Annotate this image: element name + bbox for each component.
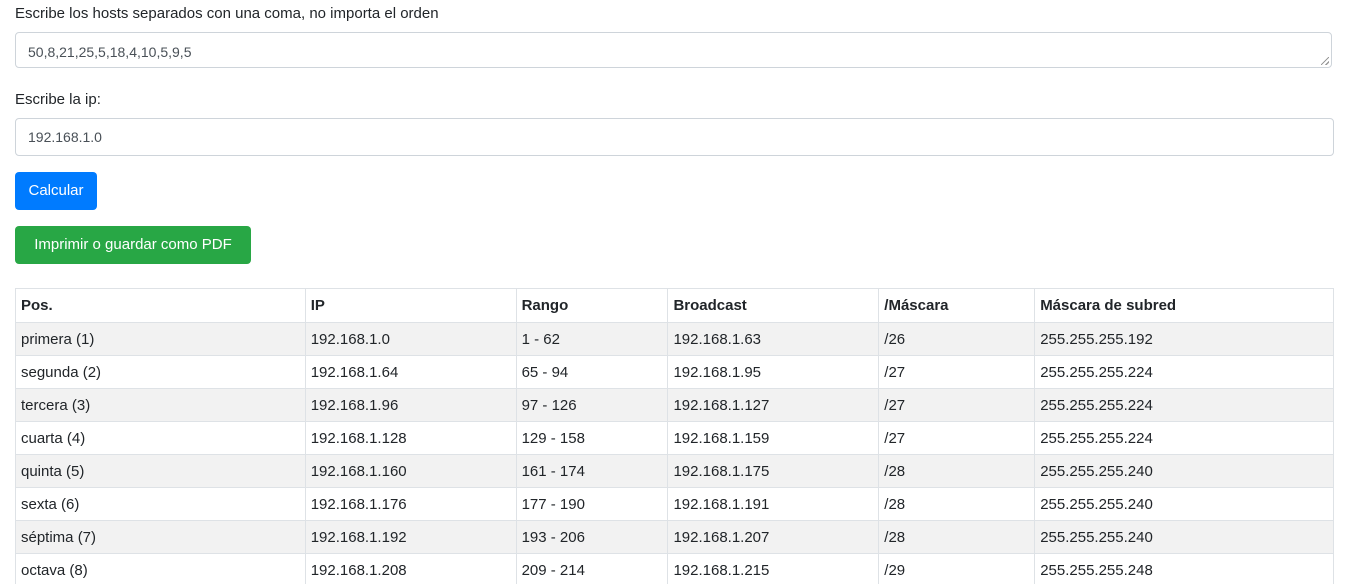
cell-range: 161 - 174 [515,454,669,488]
resize-grip-icon[interactable] [1321,57,1329,65]
cell-range: 193 - 206 [515,520,669,554]
cell-subnet-mask: 255.255.255.224 [1034,388,1334,422]
table-row: quinta (5) 192.168.1.160 161 - 174 192.1… [15,454,1334,488]
cell-pos: quinta (5) [15,454,306,488]
cell-pos: tercera (3) [15,388,306,422]
cell-range: 209 - 214 [515,553,669,584]
cell-range: 65 - 94 [515,355,669,389]
cell-subnet-mask: 255.255.255.240 [1034,487,1334,521]
table-header-row: Pos. IP Rango Broadcast /Máscara Máscara… [15,288,1334,323]
cell-ip: 192.168.1.176 [304,487,517,521]
cell-ip: 192.168.1.192 [304,520,517,554]
table-row: segunda (2) 192.168.1.64 65 - 94 192.168… [15,355,1334,389]
table-row: tercera (3) 192.168.1.96 97 - 126 192.16… [15,388,1334,422]
cell-ip: 192.168.1.96 [304,388,517,422]
cell-pos: cuarta (4) [15,421,306,455]
cell-ip: 192.168.1.128 [304,421,517,455]
cell-pos: octava (8) [15,553,306,584]
cell-range: 97 - 126 [515,388,669,422]
table-row: primera (1) 192.168.1.0 1 - 62 192.168.1… [15,322,1334,356]
table-row: séptima (7) 192.168.1.192 193 - 206 192.… [15,520,1334,554]
results-table: Pos. IP Rango Broadcast /Máscara Máscara… [15,288,1334,584]
column-header-ip: IP [304,288,517,323]
column-header-pos: Pos. [15,288,306,323]
cell-prefix: /28 [878,520,1036,554]
cell-prefix: /26 [878,322,1036,356]
hosts-label: Escribe los hosts separados con una coma… [15,5,439,22]
cell-prefix: /29 [878,553,1036,584]
ip-value: 192.168.1.0 [28,129,102,145]
print-pdf-button[interactable]: Imprimir o guardar como PDF [15,226,251,264]
cell-prefix: /28 [878,487,1036,521]
cell-pos: sexta (6) [15,487,306,521]
cell-pos: primera (1) [15,322,306,356]
cell-range: 177 - 190 [515,487,669,521]
ip-label: Escribe la ip: [15,91,101,108]
cell-pos: séptima (7) [15,520,306,554]
hosts-value: 50,8,21,25,5,18,4,10,5,9,5 [28,44,192,60]
cell-ip: 192.168.1.208 [304,553,517,584]
cell-broadcast: 192.168.1.159 [667,421,880,455]
table-row: sexta (6) 192.168.1.176 177 - 190 192.16… [15,487,1334,521]
column-header-range: Rango [515,288,669,323]
cell-broadcast: 192.168.1.191 [667,487,880,521]
column-header-subnet-mask: Máscara de subred [1034,288,1334,323]
cell-prefix: /27 [878,355,1036,389]
table-row: octava (8) 192.168.1.208 209 - 214 192.1… [15,553,1334,584]
column-header-broadcast: Broadcast [667,288,880,323]
cell-broadcast: 192.168.1.215 [667,553,880,584]
ip-input[interactable]: 192.168.1.0 [15,118,1334,156]
cell-broadcast: 192.168.1.95 [667,355,880,389]
cell-broadcast: 192.168.1.175 [667,454,880,488]
cell-subnet-mask: 255.255.255.240 [1034,454,1334,488]
cell-ip: 192.168.1.0 [304,322,517,356]
hosts-textarea[interactable]: 50,8,21,25,5,18,4,10,5,9,5 [15,32,1332,68]
cell-broadcast: 192.168.1.127 [667,388,880,422]
cell-range: 1 - 62 [515,322,669,356]
cell-subnet-mask: 255.255.255.192 [1034,322,1334,356]
cell-prefix: /27 [878,421,1036,455]
table-row: cuarta (4) 192.168.1.128 129 - 158 192.1… [15,421,1334,455]
cell-ip: 192.168.1.160 [304,454,517,488]
cell-broadcast: 192.168.1.63 [667,322,880,356]
calculate-button[interactable]: Calcular [15,172,97,210]
cell-prefix: /27 [878,388,1036,422]
cell-subnet-mask: 255.255.255.248 [1034,553,1334,584]
cell-subnet-mask: 255.255.255.240 [1034,520,1334,554]
cell-subnet-mask: 255.255.255.224 [1034,421,1334,455]
cell-prefix: /28 [878,454,1036,488]
cell-pos: segunda (2) [15,355,306,389]
column-header-prefix: /Máscara [878,288,1036,323]
cell-subnet-mask: 255.255.255.224 [1034,355,1334,389]
cell-broadcast: 192.168.1.207 [667,520,880,554]
cell-range: 129 - 158 [515,421,669,455]
cell-ip: 192.168.1.64 [304,355,517,389]
